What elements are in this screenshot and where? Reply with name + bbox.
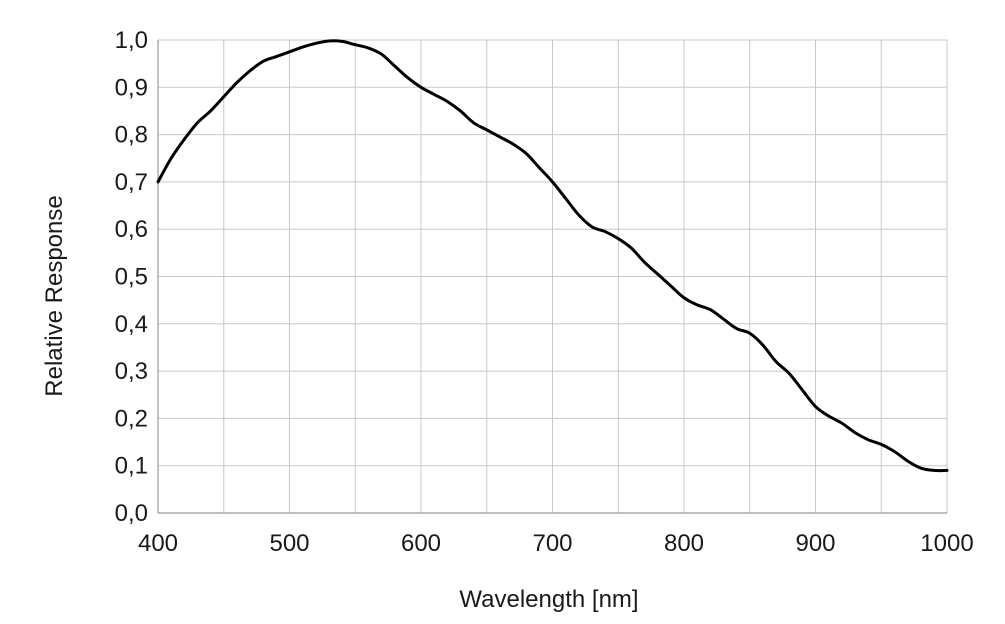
y-tick-label: 0,7 <box>115 169 148 196</box>
x-tick-label: 500 <box>269 530 309 557</box>
y-tick-label: 0,1 <box>115 453 148 480</box>
axes <box>157 40 947 514</box>
response-curve <box>156 39 949 473</box>
grid <box>157 39 948 514</box>
series-layer <box>156 39 949 473</box>
y-tick-label: 0,8 <box>115 122 148 149</box>
y-tick-label: 0,0 <box>115 500 148 527</box>
y-tick-label: 0,4 <box>115 311 148 338</box>
x-tick-label: 800 <box>664 530 704 557</box>
y-tick-label: 0,2 <box>115 405 148 432</box>
x-axis-title: Wavelength [nm] <box>459 586 638 613</box>
x-tick-label: 900 <box>795 530 835 557</box>
y-tick-label: 0,9 <box>115 74 148 101</box>
y-axis-title: Relative Response <box>41 195 68 396</box>
y-tick-label: 0,5 <box>115 264 148 291</box>
x-tick-label: 700 <box>532 530 572 557</box>
x-tick-label: 600 <box>401 530 441 557</box>
x-tick-label: 400 <box>138 530 178 557</box>
y-tick-label: 1,0 <box>115 27 148 54</box>
y-tick-label: 0,3 <box>115 358 148 385</box>
tick-labels: 400 500 600 700 800 900 1000 0,0 0,1 0,2 0,3 0,4 0,5… <box>115 27 974 557</box>
y-tick-label: 0,6 <box>115 216 148 243</box>
x-tick-label: 1000 <box>920 530 973 557</box>
